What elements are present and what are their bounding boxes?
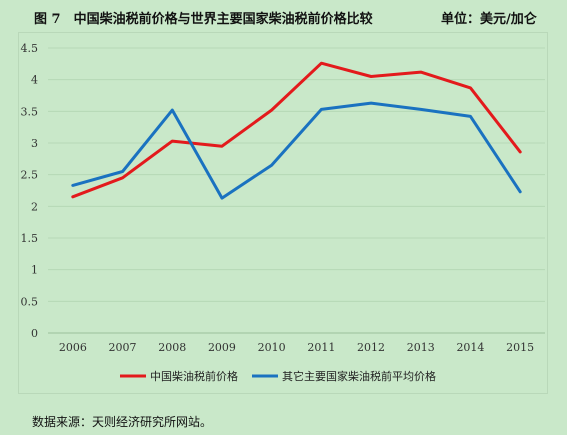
- x-tick-label: 2010: [258, 341, 286, 354]
- y-tick-label: 4: [31, 74, 38, 87]
- series-lines: [71, 61, 522, 200]
- x-tick-label: 2014: [456, 341, 484, 354]
- x-tick-label: 2013: [407, 341, 435, 354]
- source-note: 数据来源：天则经济研究所网站。: [32, 415, 213, 429]
- unit-label: 单位：美元/加仑: [441, 12, 537, 27]
- x-axis-ticks: 2006 2007 2008 2009 2010 2011 2012 2013 2014 2015: [59, 341, 534, 354]
- chart-title: 图 7 中国柴油税前价格与世界主要国家柴油税前价格比较: [34, 12, 373, 27]
- gridlines: [48, 47, 545, 334]
- legend-label: 中国柴油税前价格: [150, 369, 238, 383]
- y-tick-label: 2: [31, 200, 38, 213]
- y-tick-label: 1: [31, 264, 38, 277]
- x-tick-label: 2009: [208, 341, 236, 354]
- x-tick-label: 2012: [357, 341, 385, 354]
- x-tick-label: 2007: [109, 341, 137, 354]
- line-chart: 0 0.5 1 1.5 2 2.5 3 3.5 4 4.5 2006 2007 2008 2009 201…: [21, 42, 545, 383]
- x-tick-label: 2011: [307, 341, 335, 354]
- chart-frame: [18, 32, 548, 394]
- legend-label: 其它主要国家柴油税前平均价格: [282, 369, 436, 383]
- y-tick-label: 0: [31, 327, 38, 340]
- y-tick-label: 4.5: [21, 42, 39, 55]
- y-tick-label: 0.5: [21, 295, 39, 308]
- y-tick-label: 3: [31, 137, 38, 150]
- y-tick-label: 1.5: [21, 232, 39, 245]
- y-tick-label: 3.5: [21, 105, 39, 118]
- x-tick-label: 2006: [59, 341, 87, 354]
- y-axis-ticks: 0 0.5 1 1.5 2 2.5 3 3.5 4 4.5: [21, 42, 39, 340]
- series-line-china: [71, 61, 522, 199]
- x-tick-label: 2015: [506, 341, 534, 354]
- legend: 中国柴油税前价格 其它主要国家柴油税前平均价格: [120, 369, 436, 383]
- series-line-other-countries: [71, 101, 522, 200]
- x-tick-label: 2008: [158, 341, 186, 354]
- y-tick-label: 2.5: [21, 169, 39, 182]
